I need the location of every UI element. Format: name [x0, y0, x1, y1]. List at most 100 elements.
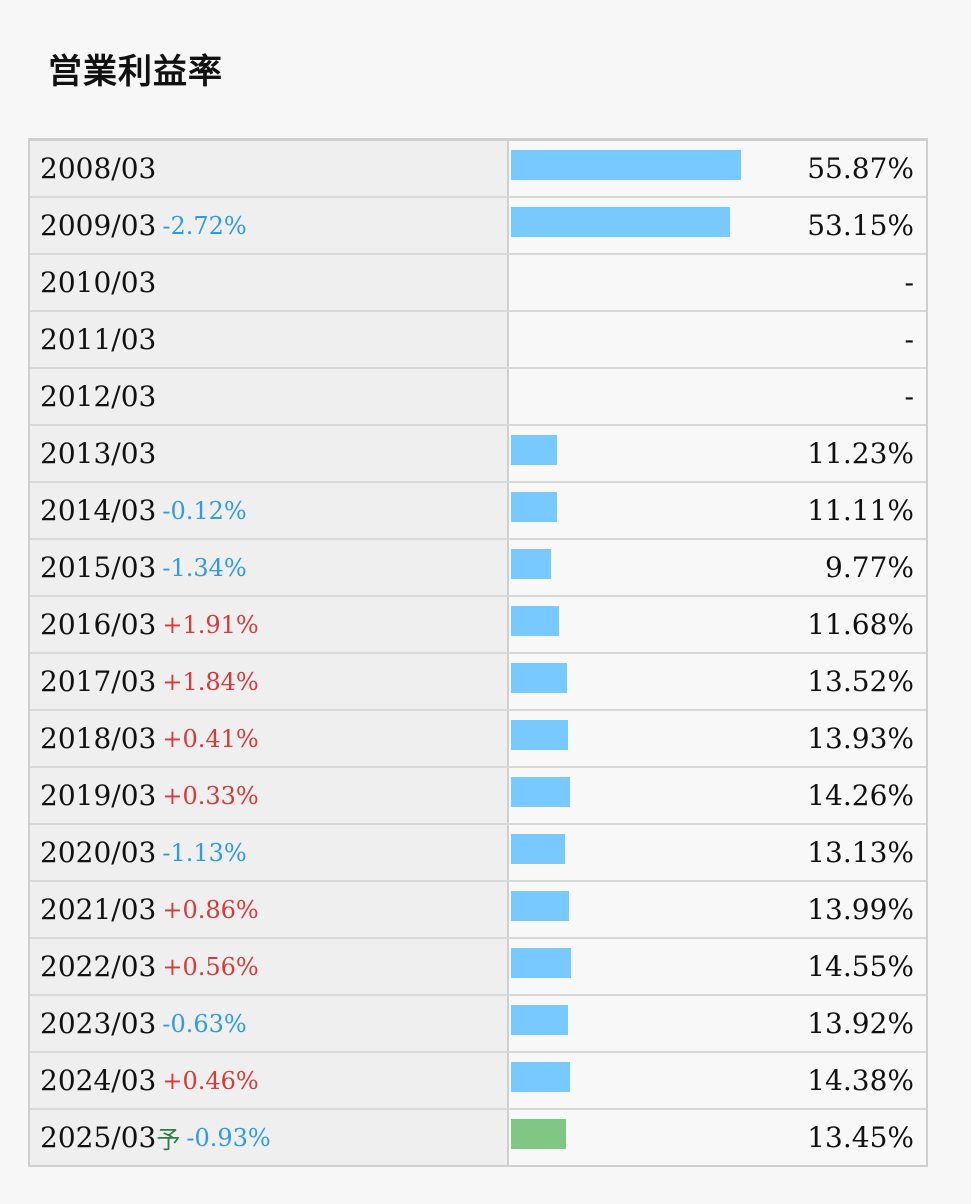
change-label: +0.46%	[162, 1066, 259, 1095]
bar-cell: 14.26%	[509, 768, 926, 823]
chart-title: 営業利益率	[48, 52, 223, 92]
value-bar	[511, 720, 568, 750]
change-label: -0.63%	[162, 1009, 247, 1038]
change-label: -0.12%	[162, 496, 247, 525]
bar-cell: 11.68%	[509, 597, 926, 652]
value-label: 13.45%	[807, 1121, 914, 1154]
period-label: 2019/03	[40, 779, 157, 812]
bar-cell: 11.23%	[509, 426, 926, 481]
bar-cell: 14.38%	[509, 1053, 926, 1108]
value-label: 11.11%	[807, 494, 914, 527]
value-bar	[511, 777, 570, 807]
value-bar	[511, 891, 569, 921]
table-row: 2012/03 -	[30, 369, 926, 426]
value-label: -	[904, 380, 914, 413]
period-label: 2016/03	[40, 608, 157, 641]
period-cell: 2020/03 -1.13%	[30, 825, 509, 880]
table-row: 2023/03 -0.63% 13.92%	[30, 996, 926, 1053]
bar-cell: 13.52%	[509, 654, 926, 709]
period-label: 2012/03	[40, 380, 157, 413]
value-label: 53.15%	[807, 209, 914, 242]
period-cell: 2017/03 +1.84%	[30, 654, 509, 709]
table-row: 2010/03 -	[30, 255, 926, 312]
bar-cell: 55.87%	[509, 141, 926, 196]
bar-cell: 13.13%	[509, 825, 926, 880]
table-row: 2008/03 55.87%	[30, 141, 926, 198]
period-label: 2024/03	[40, 1064, 157, 1097]
period-cell: 2013/03	[30, 426, 509, 481]
table-row: 2009/03 -2.72% 53.15%	[30, 198, 926, 255]
value-label: -	[904, 266, 914, 299]
period-cell: 2010/03	[30, 255, 509, 310]
period-cell: 2016/03 +1.91%	[30, 597, 509, 652]
table-row: 2021/03 +0.86% 13.99%	[30, 882, 926, 939]
operating-margin-table: 2008/03 55.87% 2009/03 -2.72% 53.15% 2010/03-…	[28, 138, 928, 1167]
bar-cell: 9.77%	[509, 540, 926, 595]
table-row: 2013/03 11.23%	[30, 426, 926, 483]
period-label: 2015/03	[40, 551, 157, 584]
table-row: 2025/03 予 -0.93% 13.45%	[30, 1110, 926, 1165]
period-cell: 2012/03	[30, 369, 509, 424]
period-cell: 2011/03	[30, 312, 509, 367]
change-label: -1.13%	[162, 838, 247, 867]
value-bar	[511, 606, 559, 636]
value-bar	[511, 1005, 568, 1035]
value-label: 11.68%	[807, 608, 914, 641]
period-cell: 2015/03 -1.34%	[30, 540, 509, 595]
value-label: 13.52%	[807, 665, 914, 698]
period-label: 2011/03	[40, 323, 157, 356]
table-row: 2017/03 +1.84% 13.52%	[30, 654, 926, 711]
period-label: 2009/03	[40, 209, 157, 242]
period-cell: 2023/03 -0.63%	[30, 996, 509, 1051]
table-row: 2022/03 +0.56% 14.55%	[30, 939, 926, 996]
value-bar	[511, 834, 565, 864]
bar-cell: -	[509, 369, 926, 424]
table-row: 2015/03 -1.34% 9.77%	[30, 540, 926, 597]
period-cell: 2022/03 +0.56%	[30, 939, 509, 994]
bar-cell: 13.92%	[509, 996, 926, 1051]
change-label: +0.33%	[162, 781, 259, 810]
period-cell: 2008/03	[30, 141, 509, 196]
value-bar	[511, 663, 567, 693]
change-label: +1.84%	[162, 667, 259, 696]
period-label: 2018/03	[40, 722, 157, 755]
value-bar	[511, 549, 551, 579]
bar-cell: 13.45%	[509, 1110, 926, 1165]
period-label: 2013/03	[40, 437, 157, 470]
value-label: 14.26%	[807, 779, 914, 812]
table-row: 2018/03 +0.41% 13.93%	[30, 711, 926, 768]
bar-cell: 14.55%	[509, 939, 926, 994]
period-cell: 2024/03 +0.46%	[30, 1053, 509, 1108]
period-label: 2023/03	[40, 1007, 157, 1040]
period-label: 2014/03	[40, 494, 157, 527]
bar-cell: 11.11%	[509, 483, 926, 538]
period-cell: 2021/03 +0.86%	[30, 882, 509, 937]
bar-cell: 13.93%	[509, 711, 926, 766]
period-cell: 2019/03 +0.33%	[30, 768, 509, 823]
period-label: 2022/03	[40, 950, 157, 983]
value-bar	[511, 1119, 566, 1149]
value-label: 13.13%	[807, 836, 914, 869]
period-label: 2021/03	[40, 893, 157, 926]
value-label: 14.38%	[807, 1064, 914, 1097]
value-bar	[511, 1062, 570, 1092]
value-bar	[511, 948, 571, 978]
value-label: 13.92%	[807, 1007, 914, 1040]
period-label: 2008/03	[40, 152, 157, 185]
period-cell: 2018/03 +0.41%	[30, 711, 509, 766]
period-label: 2017/03	[40, 665, 157, 698]
bar-cell: -	[509, 255, 926, 310]
bar-cell: -	[509, 312, 926, 367]
change-label: +0.86%	[162, 895, 259, 924]
change-label: -1.34%	[162, 553, 247, 582]
value-label: 11.23%	[807, 437, 914, 470]
period-label: 2025/03	[40, 1121, 157, 1154]
bar-cell: 53.15%	[509, 198, 926, 253]
change-label: -2.72%	[162, 211, 247, 240]
change-label: -0.93%	[186, 1123, 271, 1152]
value-bar	[511, 492, 557, 522]
period-cell: 2025/03 予 -0.93%	[30, 1110, 509, 1165]
value-label: 9.77%	[825, 551, 914, 584]
change-label: +0.41%	[162, 724, 259, 753]
change-label: +1.91%	[162, 610, 259, 639]
